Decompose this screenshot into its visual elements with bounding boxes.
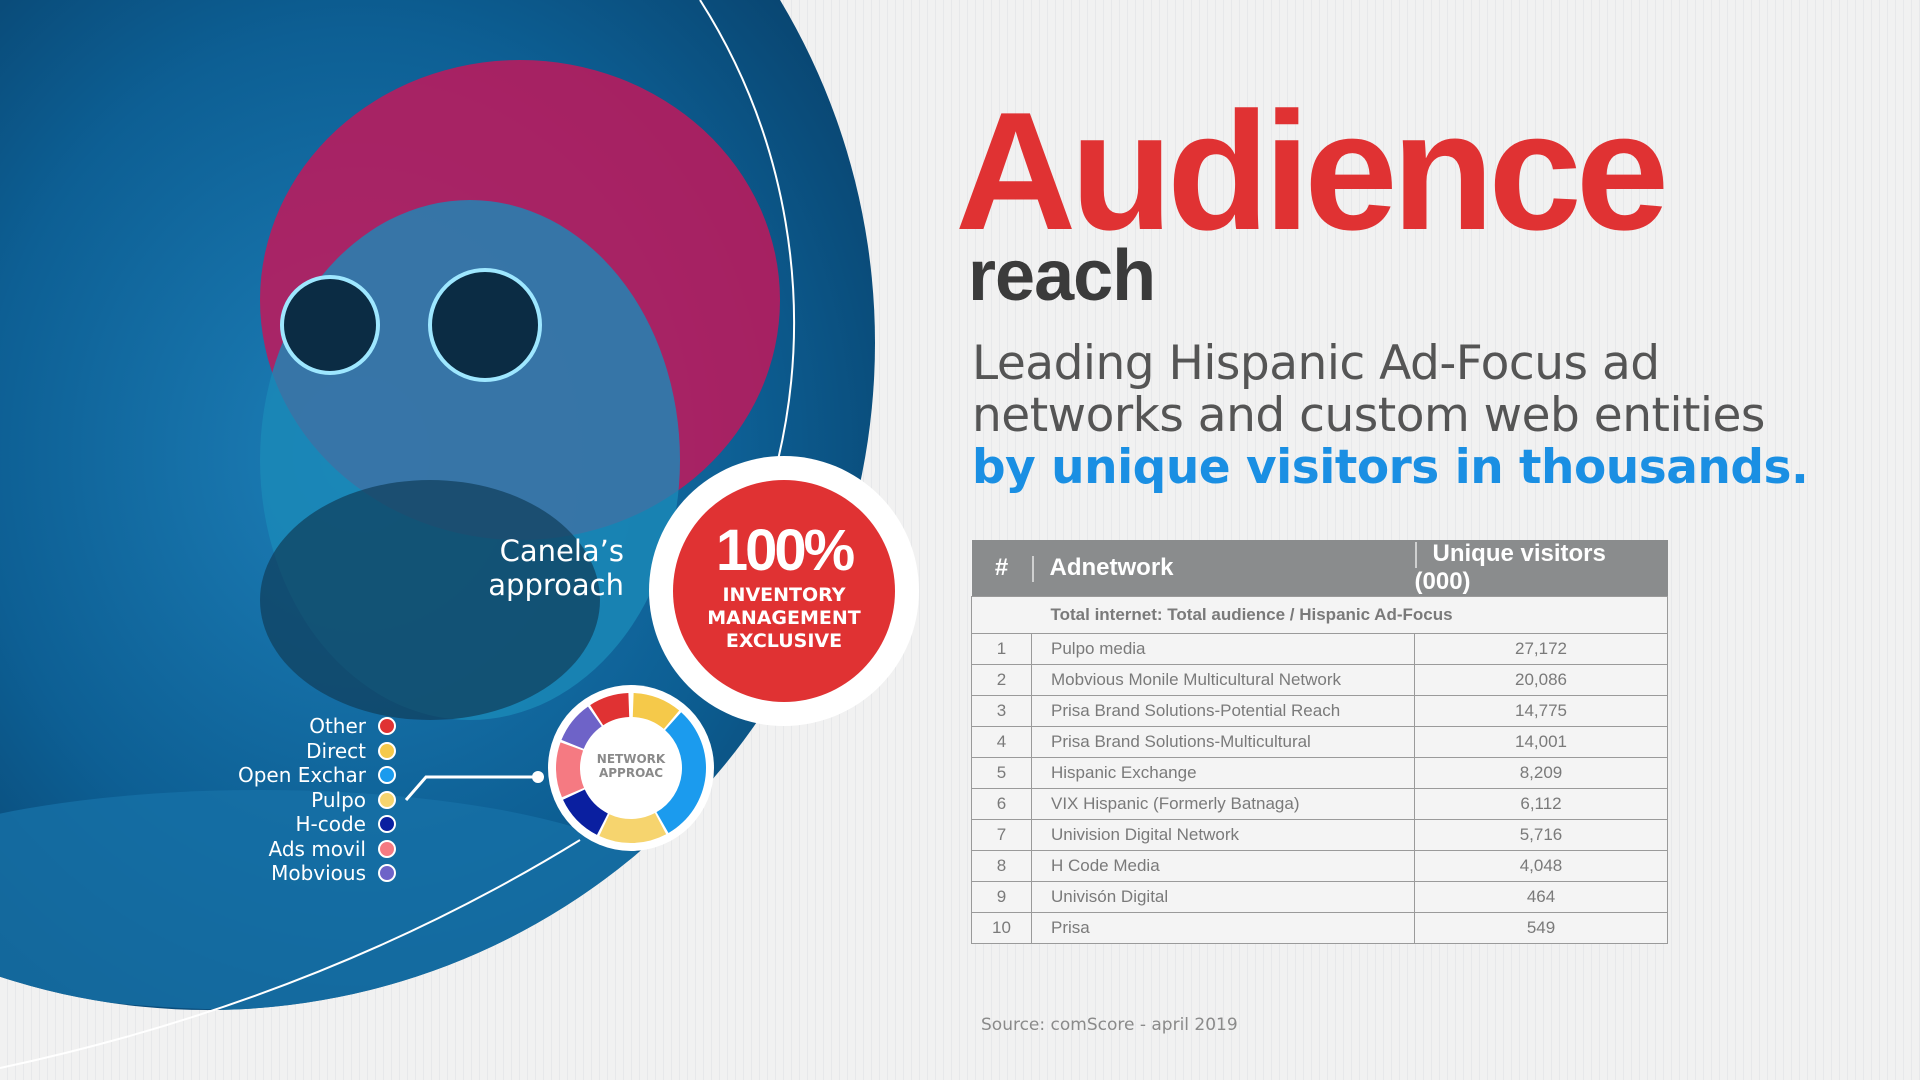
legend-item: Direct (160, 739, 396, 764)
row-visitors: 20,086 (1414, 664, 1668, 696)
row-network: VIX Hispanic (Formerly Batnaga) (1031, 788, 1415, 820)
page-subtitle: reach (968, 236, 1156, 316)
row-visitors: 549 (1414, 912, 1668, 944)
row-rank: 1 (971, 633, 1032, 665)
legend-dot-icon (378, 766, 396, 785)
table-row: 9 Univisón Digital 464 (971, 881, 1668, 913)
legend-dot-icon (378, 790, 396, 809)
table-row: 7 Univision Digital Network 5,716 (971, 819, 1668, 851)
source-note: Source: comScore - april 2019 (981, 1015, 1238, 1035)
description-line2: networks and custom web entities (972, 388, 1765, 443)
legend-dot-icon (378, 864, 396, 883)
legend-item: Mobvious (160, 861, 396, 886)
badge-line3: EXCLUSIVE (725, 630, 843, 652)
donut-label-1: NETWORK (596, 752, 666, 766)
legend-item: Pulpo (160, 788, 396, 813)
legend-label: Other (309, 714, 366, 739)
row-network: Pulpo media (1031, 633, 1415, 665)
legend-dot-icon (378, 815, 396, 834)
donut-segment-open-exchar (656, 712, 706, 833)
badge-percent: 100% (715, 518, 855, 583)
legend-dot-icon (378, 741, 396, 760)
row-visitors: 4,048 (1414, 850, 1668, 882)
legend-label: Ads movil (268, 836, 366, 861)
row-rank: 4 (971, 726, 1032, 758)
donut-segment-other (590, 693, 630, 726)
canela-approach-label: Canela’s approach (488, 534, 624, 602)
row-rank: 3 (971, 695, 1032, 727)
row-visitors: 6,112 (1414, 788, 1668, 820)
header-visitors: Unique visitors (000) (1414, 540, 1606, 595)
table-row: 2 Mobvious Monile Multicultural Network 20… (971, 664, 1668, 696)
table-row: 4 Prisa Brand Solutions-Multicultural 14,0… (971, 726, 1668, 758)
sunglasses-lens (280, 275, 380, 375)
legend-item: Open Exchar (160, 763, 396, 788)
header-num: # (994, 554, 1009, 581)
legend-item: Other (160, 714, 396, 739)
donut-segment-mobvious (561, 706, 602, 749)
header-adnetwork: Adnetwork (1049, 554, 1174, 581)
row-visitors: 27,172 (1414, 633, 1668, 665)
table-subheader: Total internet: Total audience / Hispani… (1031, 596, 1668, 634)
row-rank: 7 (971, 819, 1032, 851)
row-network: Prisa Brand Solutions-Potential Reach (1031, 695, 1415, 727)
table-row: 5 Hispanic Exchange 8,209 (971, 757, 1668, 789)
row-network: Mobvious Monile Multicultural Network (1031, 664, 1415, 696)
row-visitors: 14,001 (1414, 726, 1668, 758)
row-visitors: 464 (1414, 881, 1668, 913)
row-visitors: 5,716 (1414, 819, 1668, 851)
legend-label: H-code (295, 812, 367, 837)
donut-label: NETWORK APPROAC (586, 752, 676, 780)
description: Leading Hispanic Ad-Focus ad networks an… (972, 336, 1809, 495)
table-row: 1 Pulpo media 27,172 (971, 633, 1668, 665)
row-network: Univisón Digital (1031, 881, 1415, 913)
legend-label: Pulpo (311, 787, 366, 812)
approach-line2: approach (488, 568, 624, 602)
row-visitors: 8,209 (1414, 757, 1668, 789)
row-rank: 6 (971, 788, 1032, 820)
description-line1: Leading Hispanic Ad-Focus ad (972, 336, 1660, 391)
donut-legend: Other Direct Open Exchar Pulpo H-code Ads mov… (160, 714, 396, 886)
legend-label: Direct (306, 738, 366, 763)
row-visitors: 14,775 (1414, 695, 1668, 727)
badge-line2: MANAGEMENT (707, 607, 861, 629)
donut-segment-pulpo (599, 813, 667, 843)
description-highlight: by unique visitors in thousands. (972, 440, 1809, 495)
legend-label: Mobvious (271, 861, 366, 886)
donut-segment-direct (632, 693, 680, 729)
badge-line1: INVENTORY (722, 584, 846, 606)
row-rank: 5 (971, 757, 1032, 789)
table-row: 3 Prisa Brand Solutions-Potential Reach 14… (971, 695, 1668, 727)
audience-table: # Adnetwork Unique visitors (000) Total … (971, 540, 1668, 944)
row-rank: 8 (971, 850, 1032, 882)
row-network: Prisa Brand Solutions-Multicultural (1031, 726, 1415, 758)
legend-dot-icon (378, 717, 396, 736)
page-title: Audience (955, 77, 1669, 265)
row-rank: 9 (971, 881, 1032, 913)
donut-segment-h-code (563, 789, 608, 835)
legend-item: Ads movil (160, 837, 396, 862)
row-rank: 10 (971, 912, 1032, 944)
row-network: Hispanic Exchange (1031, 757, 1415, 789)
approach-line1: Canela’s (499, 534, 624, 568)
row-network: Univision Digital Network (1031, 819, 1415, 851)
donut-label-2: APPROAC (598, 766, 664, 780)
legend-item: H-code (160, 812, 396, 837)
legend-dot-icon (378, 839, 396, 858)
donut-segment-ads-movil (556, 742, 585, 798)
table-row: 6 VIX Hispanic (Formerly Batnaga) 6,112 (971, 788, 1668, 820)
row-network: Prisa (1031, 912, 1415, 944)
row-rank: 2 (971, 664, 1032, 696)
inventory-badge: 100% INVENTORY MANAGEMENT EXCLUSIVE (673, 480, 895, 702)
table-row: 10 Prisa 549 (971, 912, 1668, 944)
legend-label: Open Exchar (237, 763, 366, 788)
row-network: H Code Media (1031, 850, 1415, 882)
